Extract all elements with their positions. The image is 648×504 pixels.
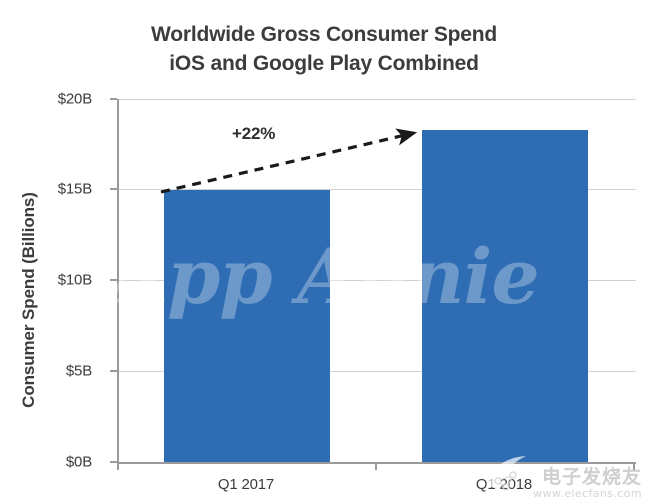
- site-watermark-cn: 电子发烧友: [541, 466, 642, 488]
- y-tick-label-5: $5B: [65, 362, 92, 380]
- x-tick-label-q1-2017: Q1 2017: [217, 476, 275, 493]
- elecfans-logo-icon: [486, 456, 526, 491]
- site-watermark-url: www.elecfans.com: [533, 487, 642, 500]
- y-tick-label-15: $15B: [57, 180, 92, 198]
- gridline-20: [119, 99, 636, 100]
- x-tick-mark-left: [117, 462, 119, 470]
- chart-title: Worldwide Gross Consumer Spend iOS and G…: [0, 20, 648, 78]
- y-tick-label-0: $0B: [65, 453, 92, 471]
- y-tick-mark-10: [110, 279, 117, 281]
- bar-q1-2017[interactable]: [164, 190, 330, 462]
- bar-q1-2018[interactable]: [422, 130, 588, 462]
- y-tick-mark-0: [110, 461, 117, 463]
- growth-percent-label: +22%: [232, 124, 276, 143]
- chart-title-line-2: iOS and Google Play Combined: [169, 52, 479, 75]
- gridline-10: [119, 280, 636, 281]
- site-watermark: 电子发烧友 www.elecfans.com: [533, 467, 642, 500]
- y-tick-label-10: $10B: [57, 271, 92, 289]
- app-annie-watermark: App Annie: [109, 232, 539, 321]
- y-tick-mark-20: [110, 98, 117, 100]
- y-tick-label-20: $20B: [57, 90, 92, 108]
- plot-area: [117, 99, 636, 464]
- gridline-5: [119, 371, 636, 372]
- chart-title-line-1: Worldwide Gross Consumer Spend: [151, 23, 497, 46]
- y-tick-mark-15: [110, 188, 117, 190]
- x-tick-mark-right: [633, 462, 635, 470]
- x-tick-mark-middle: [375, 462, 377, 470]
- y-tick-mark-5: [110, 370, 117, 372]
